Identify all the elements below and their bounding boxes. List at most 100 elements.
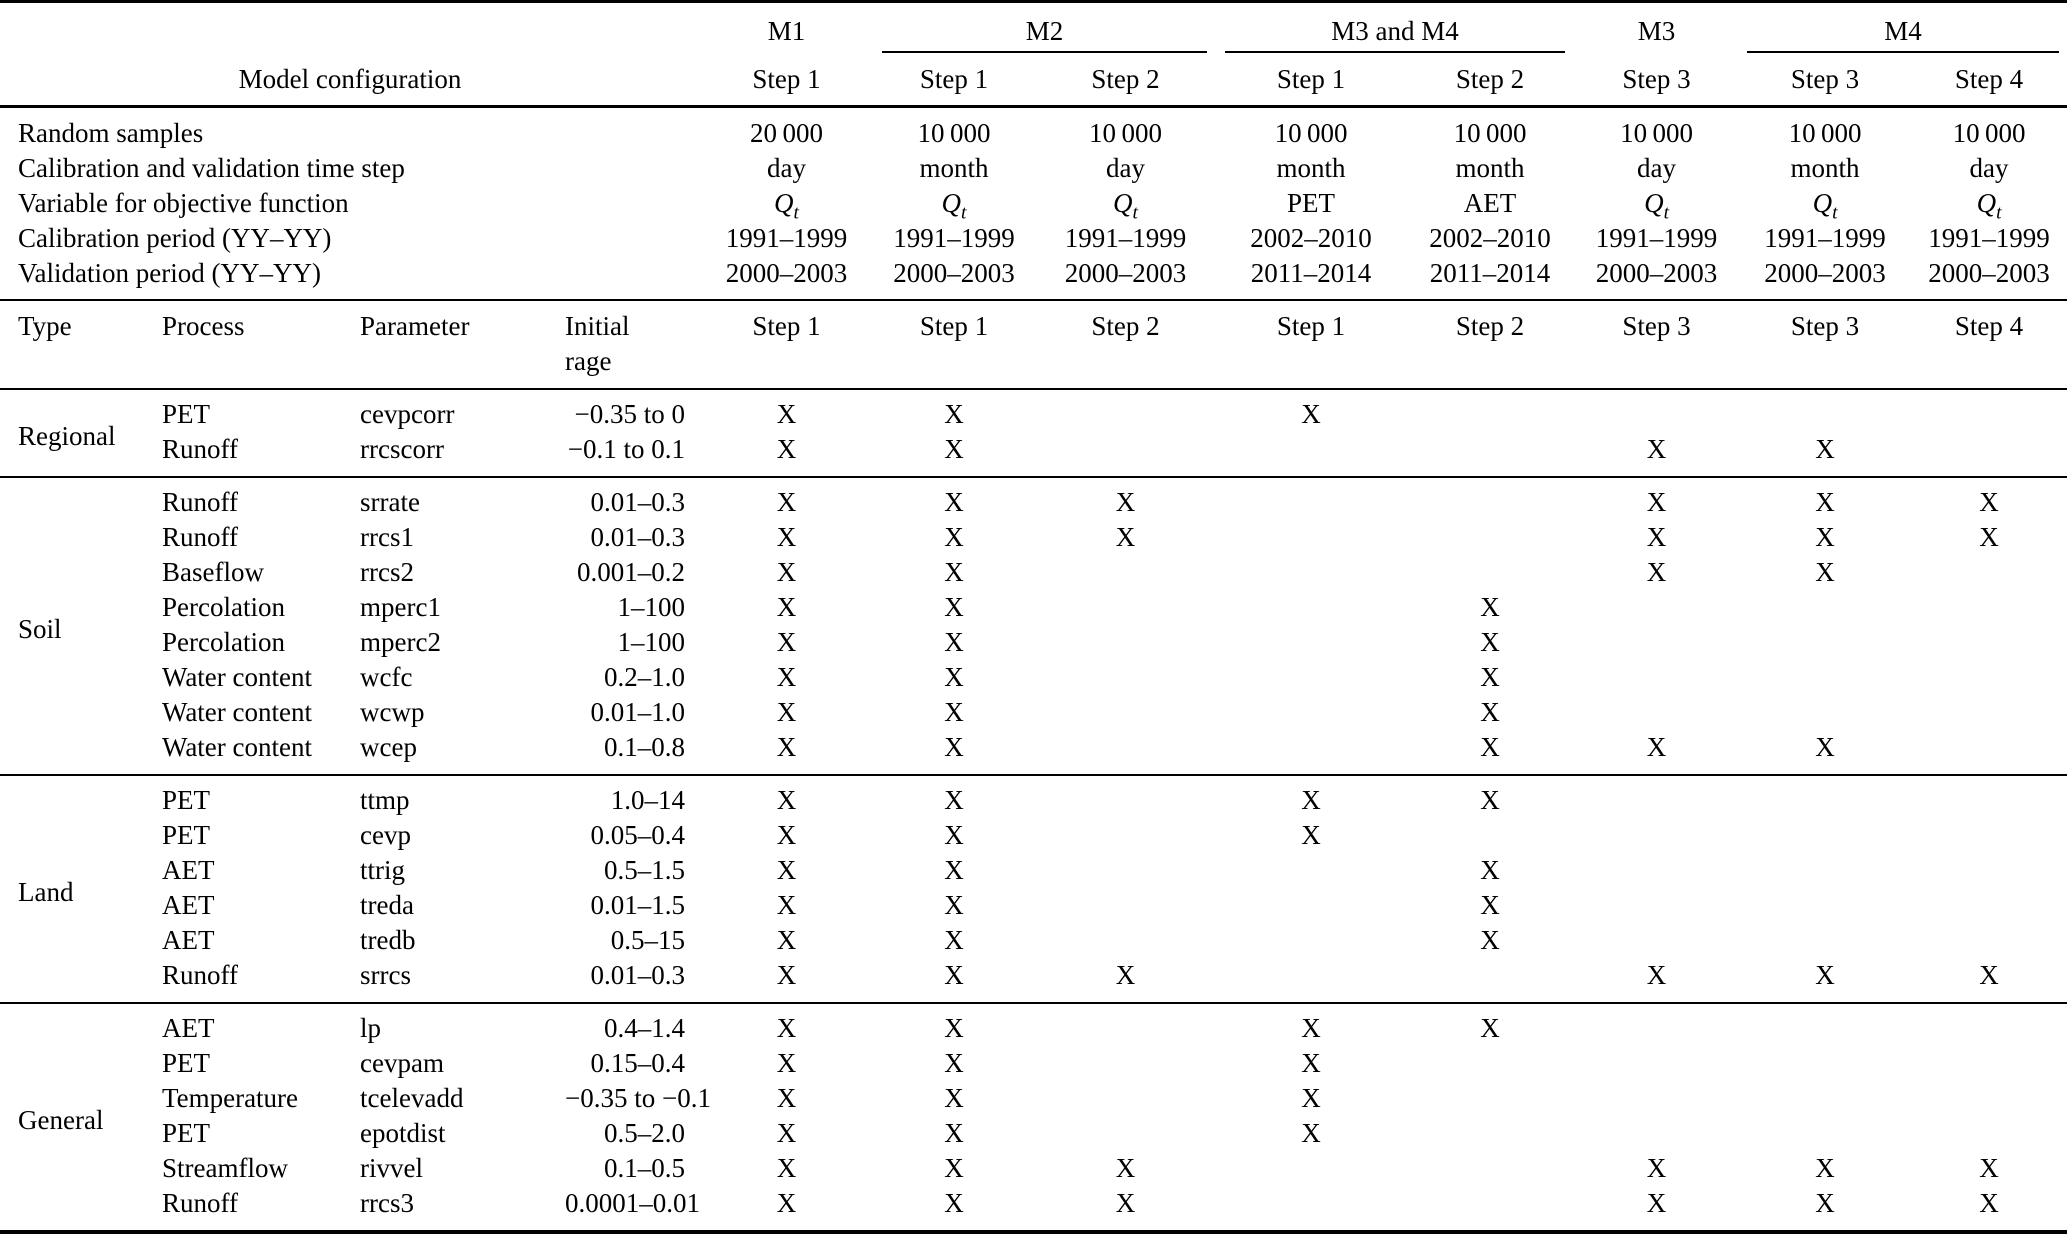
model-group-label: M4 (1884, 16, 1922, 46)
param-range: 0.1–0.8 (604, 732, 685, 762)
config-value-cell: day (1106, 153, 1145, 183)
model-group-header: M4 (1739, 2, 2067, 53)
mark-cell: X (1815, 732, 1835, 762)
mark-cell: X (1646, 487, 1667, 517)
table-row: General AET lp 0.4–1.4 X X X X (0, 1003, 2067, 1135)
config-value-cell: 2000–2003 (1595, 258, 1718, 288)
param-header-parameter: Parameter (360, 311, 470, 341)
mark-cell (1216, 695, 1406, 730)
param-name: wcwp (360, 697, 425, 727)
param-name: mperc2 (360, 627, 441, 657)
config-value-cell: 10 000 (1089, 118, 1162, 148)
config-row-label: Variable for objective function (18, 188, 349, 218)
param-process: PET (162, 785, 211, 815)
param-header-step: Step 3 (1790, 311, 1860, 341)
mark-cell (1216, 1151, 1406, 1186)
param-range: 0.15–0.4 (590, 1048, 686, 1078)
mark-cell: X (1115, 522, 1136, 552)
mark-cell (1035, 923, 1216, 958)
mark-cell: X (776, 557, 797, 587)
mark-cell (1911, 1116, 2067, 1151)
mark-cell (1216, 477, 1406, 520)
step-header-cell: Step 3 (1739, 53, 1912, 108)
param-range: 0.5–2.0 (604, 1118, 685, 1148)
param-name: ttrig (360, 855, 405, 885)
mark-cell: X (1480, 592, 1500, 622)
table-row: Model configuration Step 1 Step 1 Step 2 Ste… (0, 53, 2067, 108)
model-group-header: M1 (700, 2, 873, 54)
mark-cell (1739, 660, 1911, 695)
mark-cell (1406, 432, 1574, 477)
table-row: Soil Runoff srrate 0.01–0.3 X X X X X X (0, 477, 2067, 644)
model-group-label: M1 (767, 16, 806, 46)
mark-cell: X (776, 662, 797, 692)
table-row: Water content wcep 0.1–0.8 X X X X X (0, 730, 2067, 775)
mark-cell (1911, 730, 2067, 775)
mark-cell (1035, 730, 1216, 775)
config-value-cell: 10 000 (1788, 118, 1862, 148)
mark-cell: X (776, 1013, 797, 1043)
table-row: PET epotdist 0.5–2.0 X X X (0, 1116, 2067, 1151)
mark-cell: X (776, 1118, 797, 1148)
param-name: rrcscorr (360, 434, 444, 464)
param-name: wcep (360, 732, 417, 762)
config-value-cell: Qt (1976, 188, 2002, 224)
mark-cell: X (1979, 1153, 1999, 1183)
config-value-cell: day (767, 153, 806, 183)
param-name: cevpam (360, 1048, 444, 1078)
mark-cell (1911, 590, 2067, 625)
mark-cell (1035, 1046, 1216, 1081)
param-process: Runoff (162, 522, 239, 552)
mark-cell: X (1979, 1188, 1999, 1218)
mark-cell: X (1480, 627, 1500, 657)
group-underline (1224, 51, 1566, 53)
table-row: Calibration and validation time step day m… (0, 151, 2067, 186)
mark-cell: X (1646, 434, 1667, 464)
mark-cell (1911, 625, 2067, 660)
model-group-header: M3 and M4 (1216, 2, 1574, 53)
mark-cell: X (1979, 960, 1999, 990)
param-range: 0.01–0.3 (590, 522, 686, 552)
mark-cell (1574, 1081, 1739, 1116)
table-row: Calibration period (YY–YY) 1991–1999 1991–… (0, 221, 2067, 256)
mark-cell: X (1646, 557, 1667, 587)
config-value-cell: 2002–2010 (1250, 223, 1372, 253)
table-row: Water content wcfc 0.2–1.0 X X X (0, 660, 2067, 695)
param-process: PET (162, 1048, 211, 1078)
mark-cell: X (776, 1153, 797, 1183)
group-underline (1747, 51, 2059, 53)
config-row-label: Calibration and validation time step (18, 153, 405, 183)
param-process: AET (162, 890, 215, 920)
mark-cell (1035, 853, 1216, 888)
mark-cell (1216, 590, 1406, 625)
mark-cell: X (1301, 1083, 1321, 1113)
param-name: rrcs3 (360, 1188, 414, 1218)
param-section: Soil Runoff srrate 0.01–0.3 X X X X X X Runoff rrcs… (0, 477, 2067, 775)
param-process: Runoff (162, 960, 239, 990)
mark-cell: X (944, 522, 964, 552)
mark-cell (1739, 888, 1911, 923)
model-group-header (0, 2, 700, 54)
config-value-cell: 2000–2003 (1064, 258, 1187, 288)
mark-cell: X (1815, 1153, 1835, 1183)
mark-cell (1406, 1151, 1574, 1186)
param-section: Regional PET cevpcorr −0.35 to 0 X X X Runoff rr… (0, 389, 2067, 477)
mark-cell (1574, 1046, 1739, 1081)
mark-cell: X (776, 960, 797, 990)
mark-cell: X (776, 399, 797, 429)
mark-cell: X (1815, 1188, 1835, 1218)
mark-cell: X (1815, 434, 1835, 464)
mark-cell (1739, 775, 1911, 818)
mark-cell (1911, 775, 2067, 818)
mark-cell (1911, 695, 2067, 730)
mark-cell: X (944, 732, 964, 762)
param-range: 0.05–0.4 (590, 820, 686, 850)
mark-cell: X (944, 697, 964, 727)
mark-cell: X (776, 1188, 797, 1218)
mark-cell: X (1115, 1153, 1136, 1183)
config-value-cell: Qt (1644, 188, 1669, 224)
section-type-label: Soil (18, 614, 62, 644)
mark-cell (1216, 853, 1406, 888)
